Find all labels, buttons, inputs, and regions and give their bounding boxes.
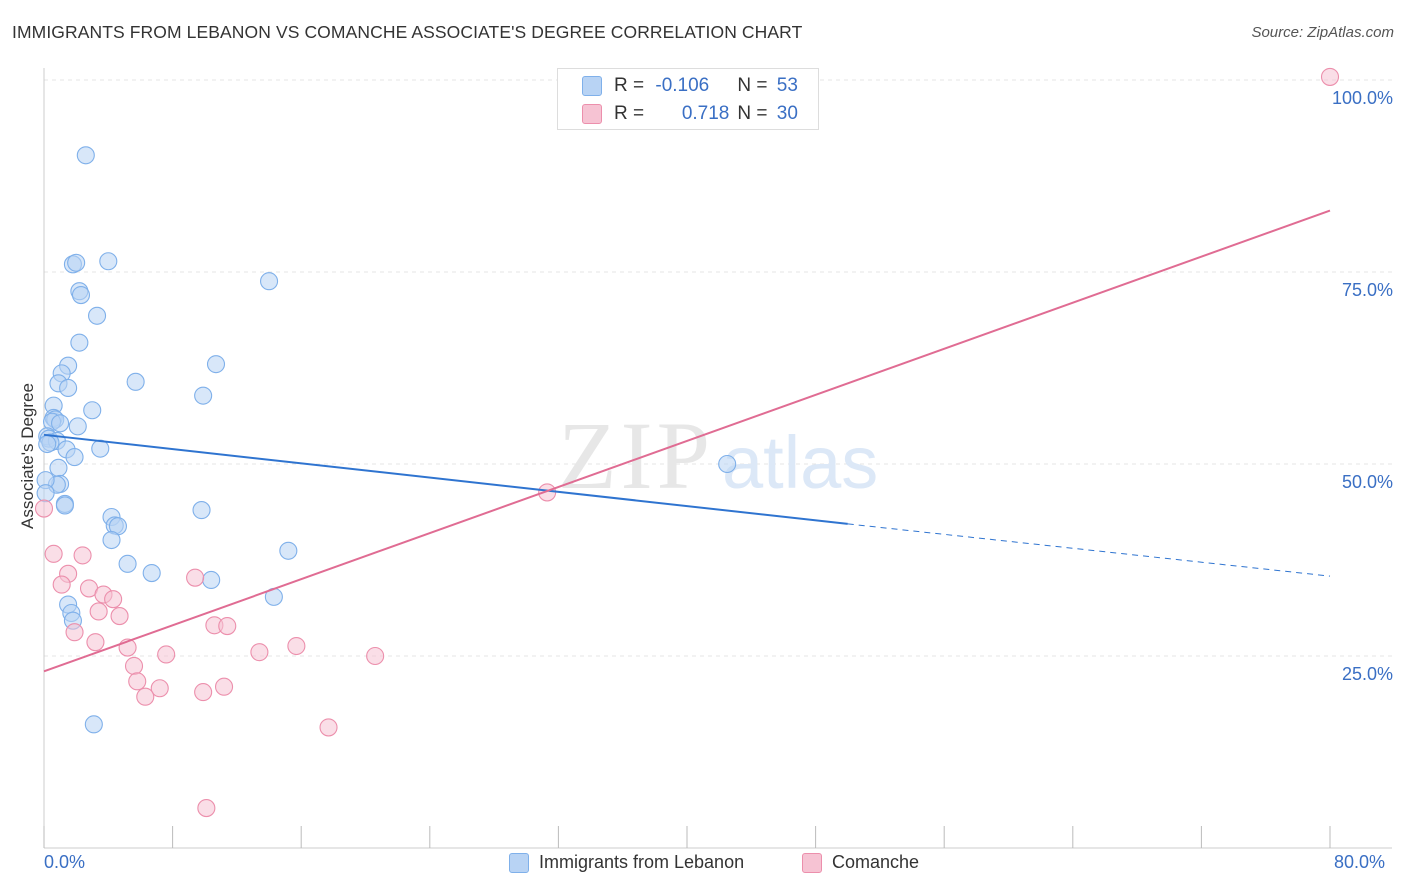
lebanon-point-31 [49, 458, 68, 477]
lebanon-point-21 [51, 414, 70, 433]
lebanon-point-22 [68, 417, 87, 436]
watermark: ZIP atlas [558, 402, 878, 509]
comanche-point-2 [34, 499, 54, 518]
lebanon-point-0 [76, 146, 95, 165]
comanche-point-24 [150, 679, 169, 698]
legend-label-lebanon: Immigrants from Lebanon [539, 852, 745, 872]
lebanon-point-37 [192, 501, 211, 520]
chart-source: Source: ZipAtlas.com [1251, 24, 1394, 41]
comanche-point-21 [366, 646, 385, 666]
lebanon-point-41 [102, 530, 121, 550]
y-tick-label-100: 100.0% [1332, 88, 1393, 108]
lebanon-point-17 [83, 401, 102, 420]
watermark-atlas: atlas [722, 421, 878, 504]
lebanon-point-45 [202, 570, 221, 590]
stats-blue-r-label: R = [614, 75, 650, 96]
comanche-point-6 [186, 568, 205, 587]
comanche-point-25 [214, 677, 234, 696]
comanche-point-29 [197, 799, 216, 818]
comanche-point-7 [52, 575, 71, 594]
x-tick-label-max: 80.0% [1334, 852, 1386, 872]
stats-row-blue: R = -0.106 N = 53 [582, 73, 798, 99]
lebanon-point-52 [36, 484, 55, 503]
series-legend: Immigrants from Lebanon Comanche [0, 852, 1406, 878]
comanche-point-0 [1320, 67, 1340, 86]
comanche-trend-line [43, 209, 1331, 673]
lebanon-point-27 [38, 434, 57, 454]
legend-label-comanche: Comanche [832, 852, 920, 872]
lebanon-trend-extension [847, 523, 1331, 577]
legend-item-lebanon[interactable]: Immigrants from Lebanon [509, 852, 744, 873]
lebanon-point-3 [99, 252, 118, 271]
lebanon-point-4 [259, 272, 279, 291]
comanche-point-14 [218, 616, 237, 636]
y-tick-label-25: 25.0% [1342, 664, 1393, 684]
lebanon-point-32 [718, 454, 737, 474]
x-tick-label-min: 0.0% [44, 852, 86, 872]
lebanon-point-42 [279, 541, 298, 560]
stats-pink-n-value: 30 [776, 103, 798, 124]
comanche-point-12 [110, 607, 129, 626]
comanche-point-4 [73, 546, 92, 565]
y-tick-label-50: 50.0% [1342, 472, 1393, 492]
lebanon-point-6 [71, 285, 91, 305]
grid-layer [44, 79, 1392, 657]
pink-swatch [582, 104, 602, 124]
comanche-point-15 [65, 623, 84, 642]
tick-labels: 25.0% 50.0% 75.0% 100.0% [1332, 88, 1393, 684]
comanche-point-10 [104, 590, 123, 609]
stats-blue-n-label: N = [737, 75, 773, 96]
lebanon-point-43 [118, 554, 137, 573]
stats-pink-n-label: N = [737, 103, 773, 124]
chart-title: IMMIGRANTS FROM LEBANON VS COMANCHE ASSO… [12, 22, 803, 42]
comanche-point-26 [194, 683, 213, 702]
lebanon-point-30 [65, 448, 84, 467]
lebanon-point-15 [194, 386, 213, 405]
stats-pink-r-value: 0.718 [681, 103, 730, 124]
lebanon-trend-line [43, 433, 848, 525]
lebanon-point-44 [142, 564, 161, 583]
lebanon-point-8 [70, 333, 89, 352]
points-layer [34, 67, 1340, 818]
lebanon-point-14 [59, 378, 78, 398]
legend-item-comanche[interactable]: Comanche [802, 852, 919, 873]
comanche-point-11 [89, 602, 108, 621]
watermark-zip: ZIP [558, 402, 714, 509]
y-axis-label: Associate's Degree [18, 383, 37, 529]
legend-swatch-pink [802, 852, 822, 873]
blue-swatch [582, 76, 602, 96]
comanche-point-19 [250, 643, 269, 662]
comanche-point-3 [44, 544, 63, 563]
stats-legend: R = -0.106 N = 53 R = 0.718 N = 30 [557, 68, 819, 130]
comanche-point-18 [287, 636, 306, 656]
comanche-point-23 [128, 672, 147, 691]
lebanon-point-2 [67, 253, 86, 272]
legend-swatch-blue [509, 852, 529, 873]
lebanon-point-36 [55, 496, 74, 515]
lebanon-point-7 [87, 306, 107, 325]
lebanon-point-50 [84, 715, 103, 734]
axis-layer [43, 68, 1392, 849]
stats-blue-r-value: -0.106 [655, 75, 710, 96]
comanche-point-27 [136, 687, 155, 706]
lebanon-point-9 [206, 355, 226, 374]
y-tick-label-75: 75.0% [1342, 280, 1393, 300]
trend-layer [43, 209, 1331, 673]
comanche-point-20 [157, 645, 176, 664]
stats-blue-n-value: 53 [776, 75, 798, 96]
comanche-point-22 [124, 656, 144, 676]
stats-pink-r-label: R = [614, 103, 650, 124]
stats-row-pink: R = 0.718 N = 30 [582, 101, 798, 127]
comanche-point-16 [86, 633, 105, 652]
lebanon-point-13 [126, 372, 145, 391]
comanche-point-28 [319, 718, 338, 737]
